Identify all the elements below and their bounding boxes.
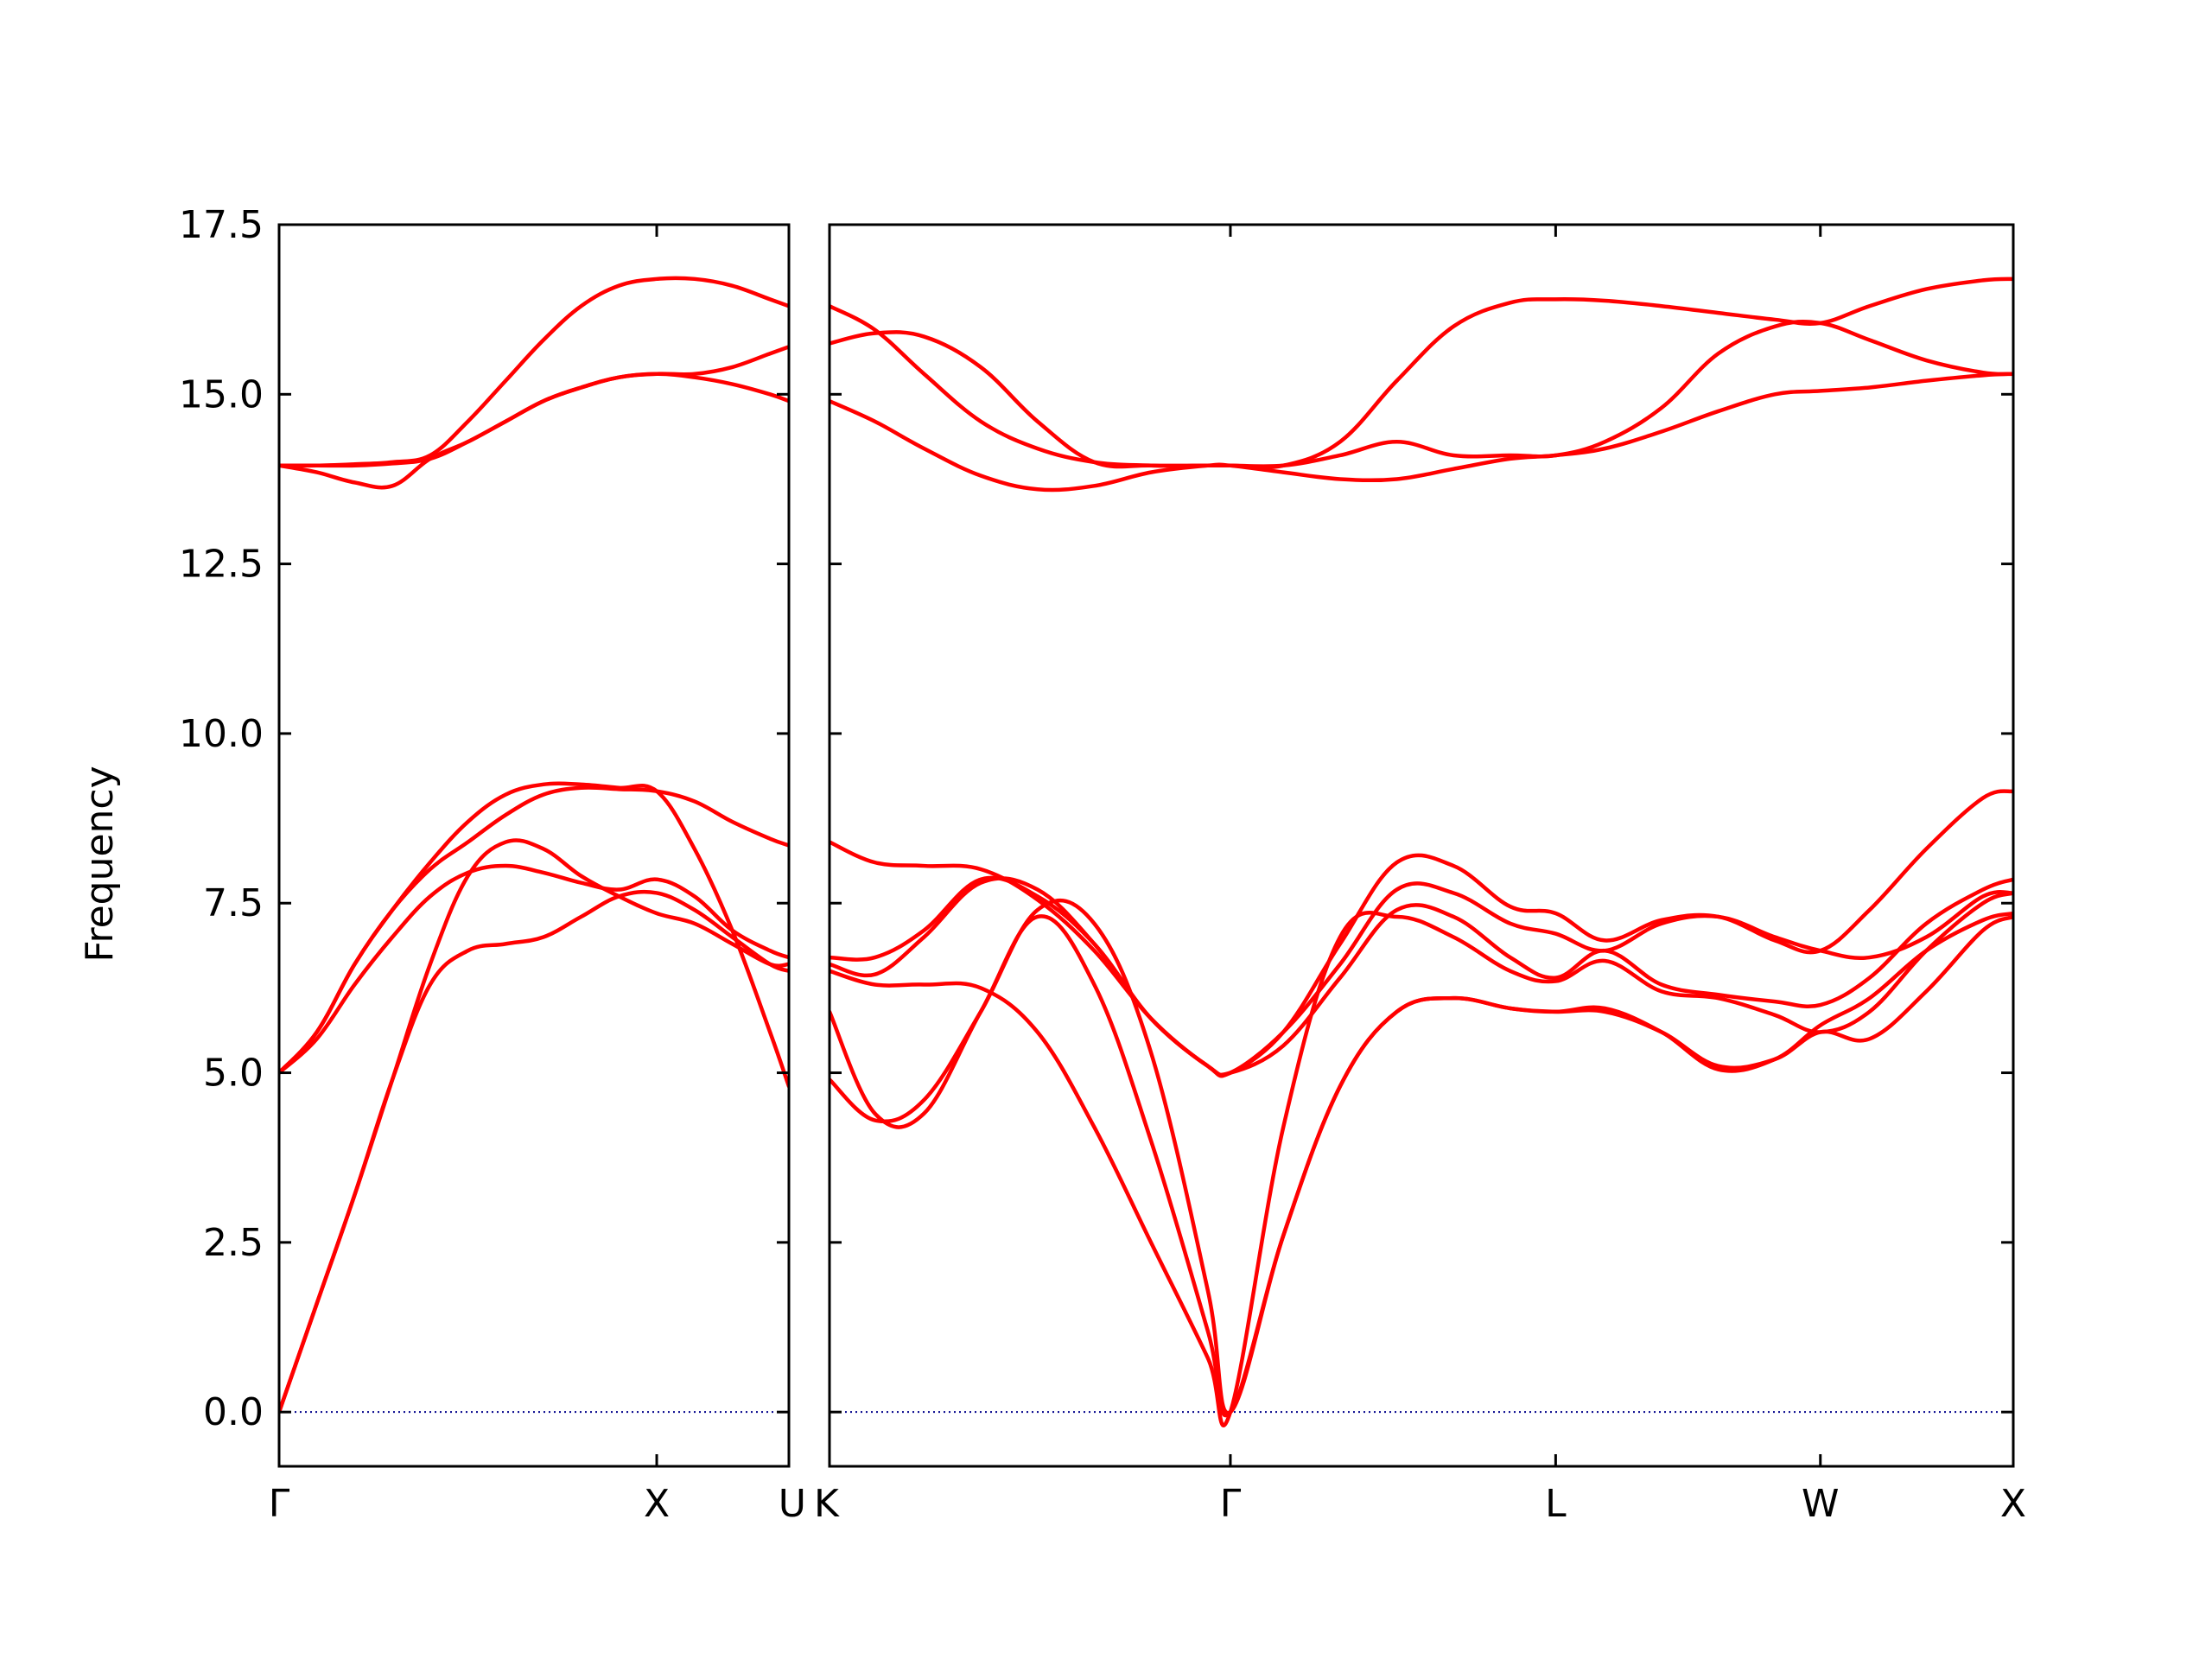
x-tick-label: Γ — [269, 1482, 290, 1526]
y-tick-label: 7.5 — [203, 881, 264, 925]
band-line-2 — [279, 838, 789, 1414]
x-tick-label: X — [2000, 1482, 2026, 1526]
band-line-4 — [830, 876, 2013, 1077]
y-tick-label: 12.5 — [179, 543, 264, 587]
panel-gamma-x-u: 0.0 2.5 5.0 7.5 10.0 12.5 15.0 17.5 Γ X U — [179, 203, 806, 1526]
band-line-6 — [830, 789, 2013, 1078]
band-lines — [830, 276, 2013, 1427]
x-tick-label: W — [1802, 1482, 1840, 1526]
y-tick-label: 17.5 — [179, 203, 264, 247]
band-line-2 — [830, 898, 2013, 1415]
y-tick-label: 15.0 — [179, 372, 264, 416]
panel-frame — [277, 223, 791, 1468]
panel-frame — [828, 223, 2015, 1468]
band-line-5 — [279, 785, 789, 1075]
band-line-8 — [279, 276, 789, 468]
y-tick-label: 5.0 — [203, 1052, 264, 1096]
x-tick-label: X — [644, 1482, 670, 1526]
x-tick-label: K — [814, 1482, 840, 1526]
x-tick-label: Γ — [1220, 1482, 1242, 1526]
band-line-3 — [830, 891, 2013, 1427]
y-tick-label: 0.0 — [203, 1390, 264, 1434]
x-tick-label: U — [779, 1482, 806, 1526]
x-tick-label: L — [1545, 1482, 1567, 1526]
y-tick-label: 2.5 — [203, 1221, 264, 1265]
band-line-3 — [279, 863, 789, 1075]
band-line-7 — [830, 372, 2013, 493]
band-line-9 — [830, 276, 2013, 470]
y-axis-label: Frequency — [78, 766, 122, 962]
band-lines — [279, 276, 789, 1414]
y-tick-label: 10.0 — [179, 712, 264, 756]
